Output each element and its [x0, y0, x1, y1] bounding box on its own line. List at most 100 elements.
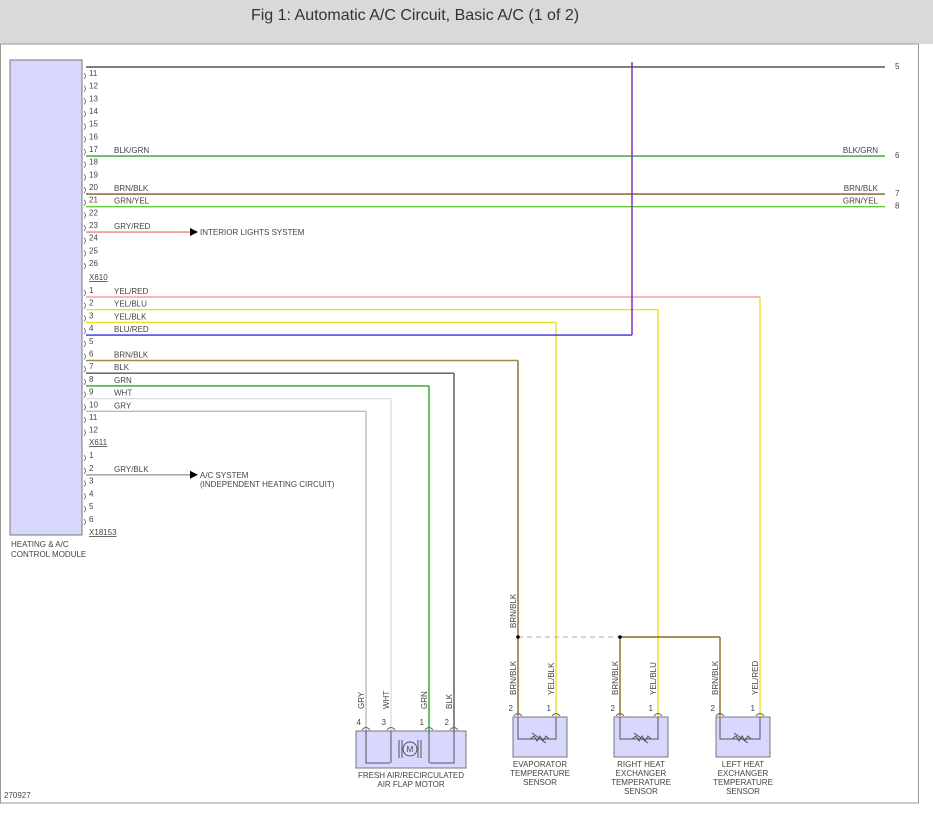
wire-color-label: GRY/RED	[114, 222, 151, 231]
pin-number: 10	[89, 400, 98, 409]
component-pin-number: 1	[649, 704, 654, 713]
wire-color-label: GRY	[114, 401, 132, 410]
wire-destination: A/C SYSTEM	[200, 471, 249, 480]
component-label: SENSOR	[523, 778, 557, 787]
pin-socket-icon	[715, 713, 725, 717]
pin-number: 4	[89, 489, 94, 498]
pin-socket-icon	[83, 212, 86, 219]
component-pin-number: 2	[445, 718, 450, 727]
pin-number: 15	[89, 120, 98, 129]
component-label: AIR FLAP MOTOR	[377, 780, 444, 789]
connector-label: X610	[89, 273, 108, 282]
pin-number: 19	[89, 170, 98, 179]
pin-number: 2	[89, 464, 94, 473]
pin-socket-icon	[513, 713, 523, 717]
wire-destination-ref: 8	[895, 202, 900, 211]
pin-socket-icon	[83, 518, 86, 526]
splice-dot-icon	[516, 635, 520, 639]
component-wire-label: WHT	[382, 691, 391, 709]
thermistor-icon	[619, 717, 659, 744]
wire-color-label: BLU/RED	[114, 325, 149, 334]
wire-destination-ref: 5	[895, 62, 900, 71]
pin-socket-icon	[83, 289, 86, 297]
pin-number: 3	[89, 311, 94, 320]
pin-number: 12	[89, 82, 98, 91]
pin-socket-icon	[653, 713, 663, 717]
wire-end-label: BRN/BLK	[844, 184, 879, 193]
pin-number: 22	[89, 208, 98, 217]
wire-color-label: BLK/GRN	[114, 146, 149, 155]
pin-number: 25	[89, 246, 98, 255]
pin-socket-icon	[83, 353, 86, 360]
pin-socket-icon	[83, 161, 86, 168]
motor-internal-wiring	[365, 731, 455, 764]
pin-socket-icon	[83, 85, 86, 92]
motor-icon	[402, 741, 418, 757]
figure-header: Fig 1: Automatic A/C Circuit, Basic A/C …	[0, 0, 933, 44]
component-pin-number: 4	[357, 718, 362, 727]
component-label: LEFT HEAT	[722, 760, 764, 769]
pin-socket-icon	[424, 727, 434, 731]
component-pin-number: 2	[509, 704, 514, 713]
splice-dot-icon	[618, 635, 622, 639]
pin-socket-icon	[551, 713, 561, 717]
pin-socket-icon	[83, 467, 86, 475]
component-label: EVAPORATOR	[513, 760, 567, 769]
module-label-1: HEATING & A/C	[11, 540, 69, 549]
pin-socket-icon	[83, 186, 86, 194]
component-pin-number: 1	[751, 704, 756, 713]
arrow-icon	[190, 228, 198, 237]
splice-wire-label: BRN/BLK	[509, 593, 518, 628]
wire-destination: INTERIOR LIGHTS SYSTEM	[200, 228, 305, 237]
figure-title: Fig 1: Automatic A/C Circuit, Basic A/C …	[250, 7, 580, 24]
pin-number: 2	[89, 299, 94, 308]
pin-socket-icon	[83, 315, 86, 322]
arrow-icon	[190, 470, 198, 479]
pin-socket-icon	[386, 727, 396, 731]
component-wire-label: BRN/BLK	[611, 660, 620, 695]
component-pin-number: 2	[611, 704, 616, 713]
pin-socket-icon	[83, 404, 86, 411]
wire-color-label: GRY/BLK	[114, 465, 149, 474]
wire-color-label: GRN/YEL	[114, 197, 150, 206]
diagram-frame	[0, 43, 919, 804]
pin-socket-icon	[83, 302, 86, 309]
pin-socket-icon	[83, 110, 86, 118]
component-pin-number: 1	[547, 704, 552, 713]
component-wire-label: YEL/BLK	[547, 662, 556, 695]
component-label: TEMPERATURE	[510, 769, 570, 778]
component-pin-number: 2	[711, 704, 716, 713]
component-label: EXCHANGER	[718, 769, 769, 778]
pin-socket-icon	[615, 713, 625, 717]
pin-socket-icon	[83, 262, 86, 270]
component-pin-number: 3	[382, 718, 387, 727]
module-label-2: CONTROL MODULE	[11, 550, 86, 559]
pin-number: 9	[89, 388, 94, 397]
pin-socket-icon	[83, 391, 86, 398]
motor-core-icon	[398, 740, 422, 758]
component-wire-label: GRN	[420, 691, 429, 709]
pin-number: 4	[89, 324, 94, 333]
pin-socket-icon	[83, 429, 86, 436]
component-wire-label: YEL/BLU	[649, 662, 658, 695]
wire-destination-2: (INDEPENDENT HEATING CIRCUIT)	[200, 480, 335, 489]
connector-label: X611	[89, 438, 108, 447]
wire-end-label: GRN/YEL	[843, 197, 879, 206]
pin-number: 6	[89, 350, 94, 359]
pin-number: 24	[89, 234, 98, 243]
pin-number: 13	[89, 94, 98, 103]
evap-box	[512, 716, 568, 758]
pin-socket-icon	[755, 713, 765, 717]
pin-socket-icon	[83, 454, 86, 462]
pin-socket-icon	[83, 505, 86, 513]
pin-number: 5	[89, 502, 94, 511]
pin-socket-icon	[83, 174, 86, 181]
wire-color-label: BRN/BLK	[114, 351, 149, 360]
component-label: TEMPERATURE	[611, 778, 671, 787]
pin-number: 7	[89, 362, 94, 371]
pin-number: 17	[89, 145, 98, 154]
component-wire-label: BLK	[445, 693, 454, 709]
pin-socket-icon	[83, 480, 86, 487]
control-module-box	[9, 59, 83, 536]
